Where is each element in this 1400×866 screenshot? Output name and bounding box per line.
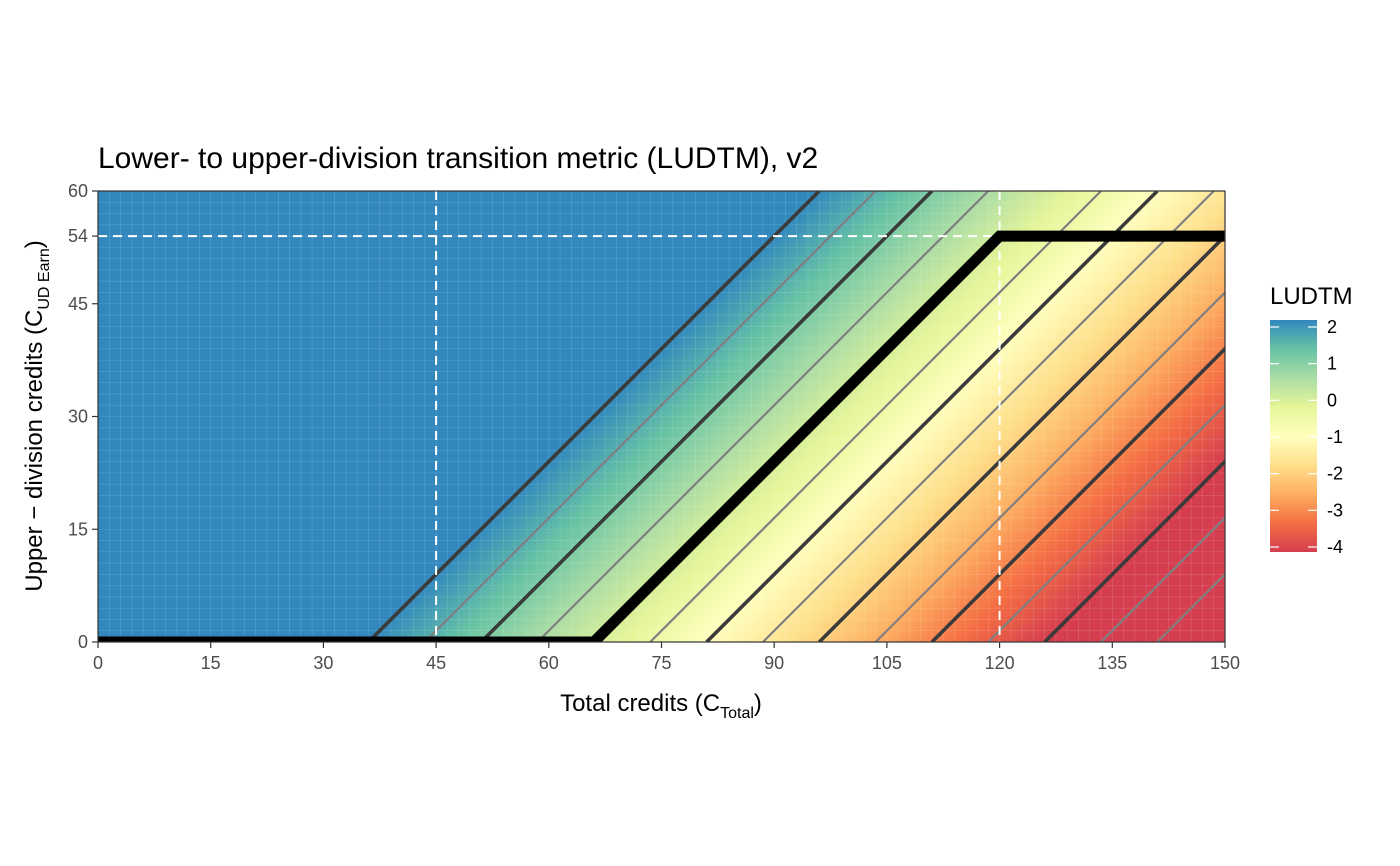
y-axis-title: Upper − division credits (CUD Earn): [21, 240, 53, 591]
contour-line-major: [818, 233, 1225, 642]
x-tick-label: 15: [201, 653, 221, 673]
threshold-layer: [98, 230, 1225, 642]
legend-colorbar: [1270, 320, 1317, 552]
y-tick-label: 15: [68, 519, 88, 539]
y-axis: 0 15 30 45 54 60: [68, 181, 98, 652]
contour-layer: [367, 191, 1225, 642]
contour-line-major: [930, 346, 1225, 642]
contour-line-minor: [649, 191, 1102, 642]
x-tick-label: 0: [93, 653, 103, 673]
threshold-path: [98, 230, 1225, 642]
x-tick-label: 120: [985, 653, 1015, 673]
x-tick-label: 30: [313, 653, 333, 673]
x-axis: 0 15 30 45 60 75 90 105 120 135 150: [93, 642, 1240, 673]
x-tick-label: 135: [1097, 653, 1127, 673]
y-tick-label: 54: [68, 226, 88, 246]
contour-line-minor: [536, 191, 990, 642]
x-tick-label: 90: [764, 653, 784, 673]
x-tick-label: 150: [1210, 653, 1240, 673]
legend-label: 0: [1327, 390, 1337, 410]
x-tick-label: 105: [872, 653, 902, 673]
contour-line-minor: [1100, 516, 1225, 642]
legend-title: LUDTM: [1270, 283, 1353, 310]
legend-label: -4: [1327, 537, 1343, 557]
contour-line-major: [705, 191, 1159, 642]
x-axis-title: Total credits (CTotal): [560, 690, 762, 722]
x-tick-label: 45: [426, 653, 446, 673]
contour-line-minor: [424, 191, 877, 642]
legend-label: -3: [1327, 500, 1343, 520]
y-tick-label: 60: [68, 181, 88, 201]
y-tick-label: 30: [68, 407, 88, 427]
x-tick-label: 75: [651, 653, 671, 673]
legend-ticks: 2 1 0 -1 -2 -3 -4: [1270, 317, 1343, 557]
contour-line-minor: [987, 403, 1225, 642]
chart-title: Lower- to upper-division transition metr…: [98, 142, 818, 175]
legend-label: 1: [1327, 354, 1337, 374]
y-tick-label: 0: [78, 632, 88, 652]
legend-label: -1: [1327, 427, 1343, 447]
y-tick-label: 45: [68, 294, 88, 314]
x-tick-label: 60: [539, 653, 559, 673]
contour-line-minor: [762, 191, 1215, 642]
legend-label: -2: [1327, 464, 1343, 484]
contour-line-minor: [874, 290, 1225, 642]
legend: LUDTM 2 1 0 -1 -2 -3 -4: [1270, 283, 1353, 557]
contour-line-major: [1043, 459, 1225, 642]
reference-lines: [98, 191, 1001, 642]
legend-label: 2: [1327, 317, 1337, 337]
plot-panel: [97, 190, 1226, 643]
contour-line-major: [479, 191, 934, 642]
contour-line-major: [367, 191, 821, 642]
